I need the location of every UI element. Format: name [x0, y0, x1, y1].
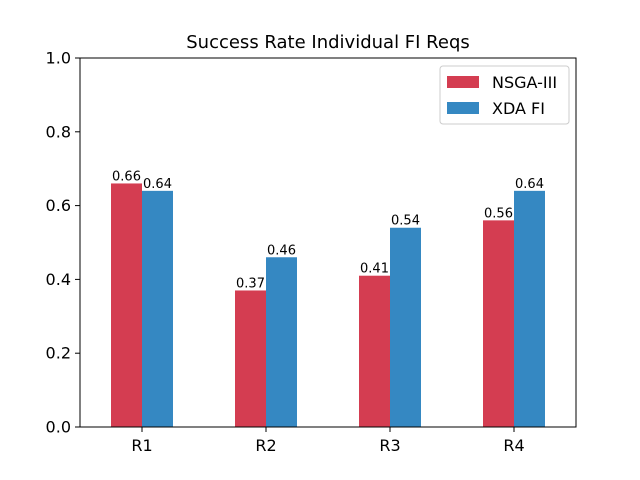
- data-label: 0.64: [515, 177, 544, 192]
- legend-items: NSGA-III XDA FI: [447, 73, 557, 118]
- y-tick-label: 1.0: [46, 49, 71, 68]
- bar-nsga-iii-r1: [111, 183, 142, 427]
- bar-nsga-iii-r4: [483, 220, 514, 427]
- bar-nsga-iii-r3: [359, 275, 390, 427]
- data-label: 0.64: [143, 177, 172, 192]
- data-labels-group: 0.66 0.640.370.460.410.54 0.560.64: [112, 169, 544, 291]
- y-tick-label: 0.4: [46, 270, 71, 289]
- legend-label: XDA FI: [492, 99, 545, 118]
- x-tick-label: R2: [255, 436, 276, 455]
- x-tick-label: R1: [131, 436, 152, 455]
- bar-xda-fi-r2: [266, 257, 297, 427]
- chart-title: Success Rate Individual FI Reqs: [186, 32, 470, 53]
- data-label: 0.37: [236, 276, 265, 291]
- legend-swatch: [447, 102, 479, 114]
- plot-frame: [79, 57, 577, 428]
- legend: NSGA-III XDA FI: [439, 65, 570, 125]
- bar-xda-fi-r4: [514, 190, 545, 427]
- data-label: 0.66: [112, 169, 141, 184]
- x-tick-label: R3: [379, 436, 400, 455]
- bar-nsga-iii-r2: [235, 290, 266, 427]
- legend-label: NSGA-III: [492, 73, 557, 92]
- bar-xda-fi-r1: [142, 190, 173, 427]
- bars-group: [111, 183, 545, 427]
- legend-swatch: [447, 76, 479, 88]
- y-tick-label: 0.0: [46, 418, 71, 437]
- data-label: 0.56: [484, 206, 513, 221]
- y-axis: 0.0 0.2 0.4 0.6 0.8 1.0: [46, 49, 80, 437]
- y-tick-label: 0.2: [46, 344, 71, 363]
- data-label: 0.46: [267, 243, 296, 258]
- bar-xda-fi-r3: [390, 227, 421, 427]
- data-label: 0.54: [391, 214, 420, 229]
- x-tick-label: R4: [503, 436, 524, 455]
- data-label: 0.41: [360, 262, 389, 277]
- x-axis: R1 R2 R3 R4: [131, 427, 525, 455]
- y-tick-label: 0.8: [46, 122, 71, 141]
- y-tick-label: 0.6: [46, 196, 71, 215]
